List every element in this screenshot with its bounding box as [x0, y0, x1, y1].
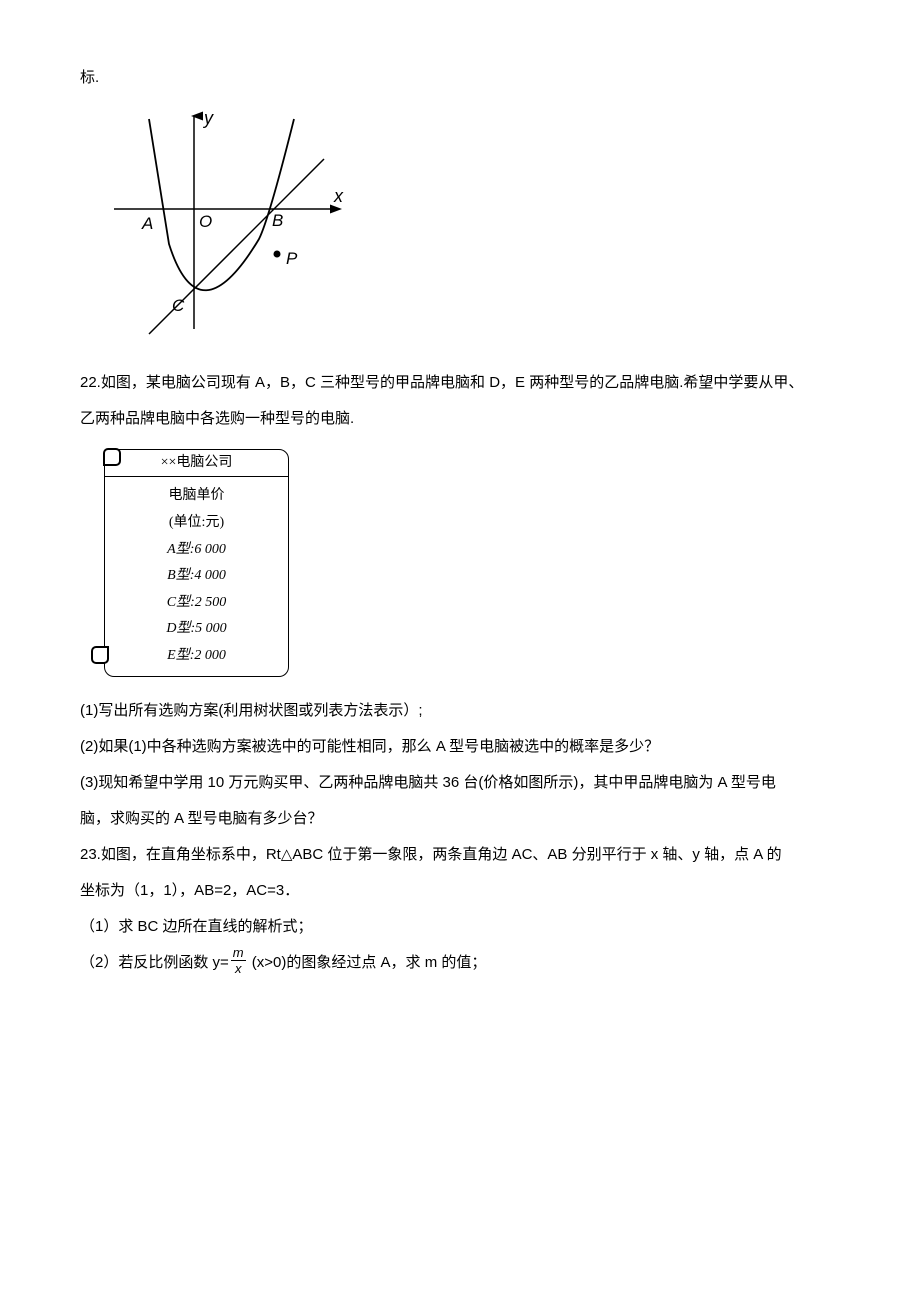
- q22-intro-line2: 乙两种品牌电脑中各选购一种型号的电脑.: [80, 401, 840, 437]
- q23-line2: 坐标为（1，1），AB=2，AC=3．: [80, 873, 840, 909]
- q22-part2: (2)如果(1)中各种选购方案被选中的可能性相同，那么 A 型号电脑被选中的概率…: [80, 729, 840, 765]
- axis-label-y: y: [202, 108, 214, 128]
- q22-part1: (1)写出所有选购方案(利用树状图或列表方法表示）;: [80, 693, 840, 729]
- q23-line1: 23.如图，在直角坐标系中，Rt△ABC 位于第一象限，两条直角边 AC、AB …: [80, 837, 840, 873]
- continuation-text: 标.: [80, 60, 840, 96]
- price-row: C型:2 500: [105, 590, 288, 617]
- price-card-subtitle2: (单位:元): [105, 510, 288, 537]
- price-row: D型:5 000: [105, 616, 288, 643]
- price-card-subtitle1: 电脑单价: [105, 483, 288, 510]
- q23-part2-after: (x>0)的图象经过点 A，求 m 的值；: [248, 954, 487, 971]
- price-row: E型:2 000: [105, 643, 288, 670]
- price-card-figure: ××电脑公司 电脑单价 (单位:元) A型:6 000 B型:4 000 C型:…: [104, 449, 840, 677]
- point-b-label: B: [272, 211, 283, 230]
- point-p-label: P: [286, 249, 298, 268]
- price-card-body: 电脑单价 (单位:元) A型:6 000 B型:4 000 C型:2 500 D…: [104, 477, 289, 676]
- parabola-figure: y x A O B C P: [104, 104, 840, 353]
- fraction-numerator: m: [231, 946, 246, 961]
- q23-part1: （1）求 BC 边所在直线的解析式；: [80, 909, 840, 945]
- price-row: A型:6 000: [105, 537, 288, 564]
- q22-part3a: (3)现知希望中学用 10 万元购买甲、乙两种品牌电脑共 36 台(价格如图所示…: [80, 765, 840, 801]
- document-page: 标. y x A: [0, 0, 920, 1041]
- axis-label-x: x: [333, 186, 344, 206]
- price-card-title: ××电脑公司: [104, 449, 289, 477]
- fraction-denominator: x: [231, 961, 246, 975]
- point-c-label: C: [172, 296, 185, 315]
- q23-part2: （2）若反比例函数 y=mx (x>0)的图象经过点 A，求 m 的值；: [80, 945, 840, 981]
- fraction-m-over-x: mx: [231, 946, 246, 975]
- q23-part2-before: （2）若反比例函数 y=: [80, 954, 229, 971]
- price-row: B型:4 000: [105, 563, 288, 590]
- q22-part3b: 脑，求购买的 A 型号电脑有多少台？: [80, 801, 840, 837]
- q22-intro-line1: 22.如图，某电脑公司现有 A，B，C 三种型号的甲品牌电脑和 D，E 两种型号…: [80, 365, 840, 401]
- point-a-label: A: [141, 214, 153, 233]
- price-card: ××电脑公司 电脑单价 (单位:元) A型:6 000 B型:4 000 C型:…: [104, 449, 289, 677]
- point-o-label: O: [199, 212, 212, 231]
